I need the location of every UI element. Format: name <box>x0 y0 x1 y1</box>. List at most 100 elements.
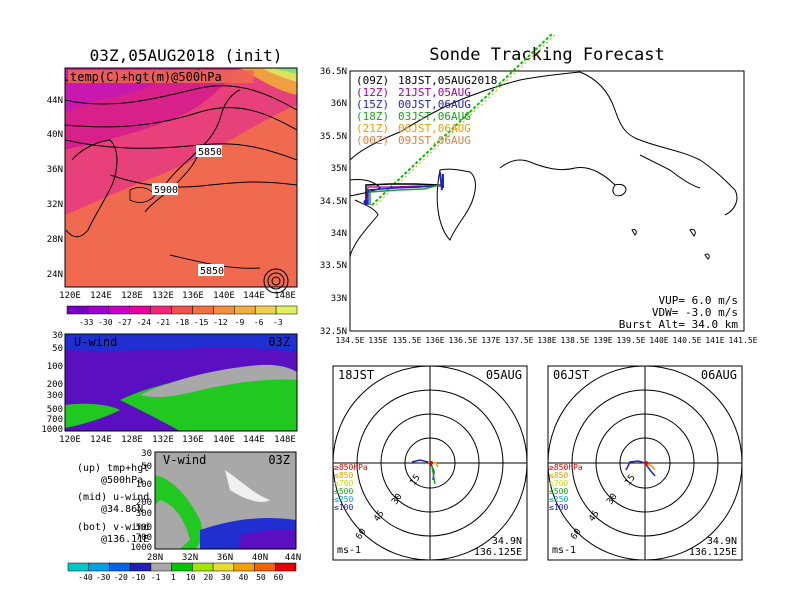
colorbar-label: -15 <box>194 318 209 327</box>
xtick: 120E <box>59 435 81 445</box>
map-xticks: 134.5E 135E 135.5E 136E 136.5E 137E 137.… <box>336 336 758 345</box>
xtick: 28N <box>147 553 163 563</box>
vdw-text: VDW= -3.0 m/s <box>652 306 738 319</box>
legend-key-09z: (09Z) <box>356 74 389 87</box>
xtick: 128E <box>121 291 143 301</box>
colorbar-label: -3 <box>273 318 283 327</box>
colorbar-swatch <box>171 562 193 572</box>
legend-key-00z: (00Z) <box>356 134 389 147</box>
ytick: 24N <box>47 270 63 280</box>
colorbar-label: -6 <box>254 318 264 327</box>
ytick: 36.5N <box>320 67 347 77</box>
ytick: 500 <box>47 405 63 415</box>
colorbar-label: -1 <box>151 573 161 582</box>
colorbar-swatch <box>129 305 151 315</box>
level-label: ≤500 <box>549 487 568 496</box>
colorbar-label: -12 <box>213 318 228 327</box>
v-wind-time: 03Z <box>268 453 290 467</box>
colorbar-swatch <box>254 305 277 315</box>
xtick: 138E <box>537 336 556 345</box>
ytick: 32.5N <box>320 327 347 337</box>
xtick: 134.5E <box>336 336 365 345</box>
xtick: 144E <box>243 291 265 301</box>
ytick: 50 <box>52 344 63 354</box>
colorbar-label: -30 <box>98 318 113 327</box>
hodo-left-levels: ≥850hPa ≤850 ≤700 ≤500 ≤250 ≤100 <box>334 463 368 512</box>
colorbar-label: -30 <box>96 573 111 582</box>
ytick: 44N <box>47 96 63 106</box>
legend-val-12z: 21JST,05AUG <box>398 86 471 99</box>
colorbar-swatch <box>213 305 235 315</box>
colorbar-swatch <box>150 562 172 572</box>
xtick: 148E <box>274 435 296 445</box>
xtick: 139.5E <box>617 336 646 345</box>
hodo-right-date: 06AUG <box>701 368 737 382</box>
legend-val-15z: 00JST,06AUG <box>398 98 471 111</box>
ytick: 500 <box>136 523 152 533</box>
legend-val-00z: 09JST,06AUG <box>398 134 471 147</box>
xtick: 136.5E <box>449 336 478 345</box>
v-wind-label: V-wind <box>163 453 206 467</box>
xtick: 139E <box>593 336 612 345</box>
legend-line: (bot) v-wind <box>77 522 149 533</box>
temp-map-panel <box>64 67 298 294</box>
colorbar-swatch <box>67 562 89 572</box>
colorbar-swatch <box>66 305 89 315</box>
colorbar-swatch <box>192 305 214 315</box>
ytick: 200 <box>136 498 152 508</box>
xtick: 44N <box>285 553 301 563</box>
hodo-left-lat: 34.9N <box>492 536 522 547</box>
legend-val-18z: 03JST,06AUG <box>398 110 471 123</box>
colorbar-swatch <box>192 562 214 572</box>
ytick: 700 <box>47 415 63 425</box>
ytick: 33.5N <box>320 261 347 271</box>
temp-colorbar: -33 -30 -27 -24 -21 -18 -15 -12 -9 -6 -3 <box>66 305 298 327</box>
level-label: ≥850hPa <box>549 463 583 472</box>
xtick: 124E <box>90 291 112 301</box>
colorbar-label: -40 <box>78 573 93 582</box>
xtick: 120E <box>59 291 81 301</box>
xtick: 140E <box>649 336 668 345</box>
colorbar-label: 50 <box>256 573 266 582</box>
colorbar-label: 1 <box>171 573 176 582</box>
map-legend: (09Z) 18JST,05AUG2018 (12Z) 21JST,05AUG … <box>356 74 497 147</box>
xtick: 144E <box>243 435 265 445</box>
ytick: 1000 <box>41 425 63 435</box>
xtick: 137.5E <box>505 336 534 345</box>
vup-text: VUP= 6.0 m/s <box>659 294 738 307</box>
hodo-right-lon: 136.125E <box>689 547 737 558</box>
hodo-right-levels: ≥850hPa ≤850 ≤700 ≤500 ≤250 ≤100 <box>549 463 583 512</box>
xtick: 141.5E <box>729 336 758 345</box>
v-wind-yticks: 30 50 100 200 300 500 700 1000 <box>130 449 152 553</box>
colorbar-swatch <box>275 305 298 315</box>
level-label: ≤850 <box>334 471 353 480</box>
hodo-left-lon: 136.125E <box>474 547 522 558</box>
level-label: ≤500 <box>334 487 353 496</box>
colorbar-swatch <box>234 305 256 315</box>
colorbar-swatch <box>108 305 130 315</box>
ytick: 100 <box>136 480 152 490</box>
legend-line: @136.11E <box>101 534 149 545</box>
colorbar-swatch <box>171 305 193 315</box>
xtick: 140E <box>213 435 235 445</box>
ytick: 100 <box>47 362 63 372</box>
hodo-right-unit: ms-1 <box>552 545 576 556</box>
level-label: ≤850 <box>549 471 568 480</box>
xtick: 140E <box>213 291 235 301</box>
u-wind-xticks: 120E 124E 128E 132E 136E 140E 144E 148E <box>59 435 296 445</box>
colorbar-swatch <box>87 305 110 315</box>
xtick: 124E <box>90 435 112 445</box>
xtick: 128E <box>121 435 143 445</box>
map-yticks: 36.5N 36N 35.5N 35N 34.5N 34N 33.5N 33N … <box>320 67 347 337</box>
xtick: 32N <box>182 553 198 563</box>
colorbar-swatch <box>275 562 297 572</box>
legend-line: @500hPa <box>101 475 143 486</box>
hodograph-right <box>547 365 743 561</box>
legend-key-15z: (15Z) <box>356 98 389 111</box>
legend-line: (up) tmp+hgt <box>77 463 149 474</box>
v-wind-xticks: 28N 32N 36N 40N 44N <box>147 553 301 563</box>
ytick: 34.5N <box>320 197 347 207</box>
map-title: Sonde Tracking Forecast <box>429 45 664 65</box>
u-wind-label: U-wind <box>74 335 117 349</box>
ytick: 34N <box>331 229 347 239</box>
